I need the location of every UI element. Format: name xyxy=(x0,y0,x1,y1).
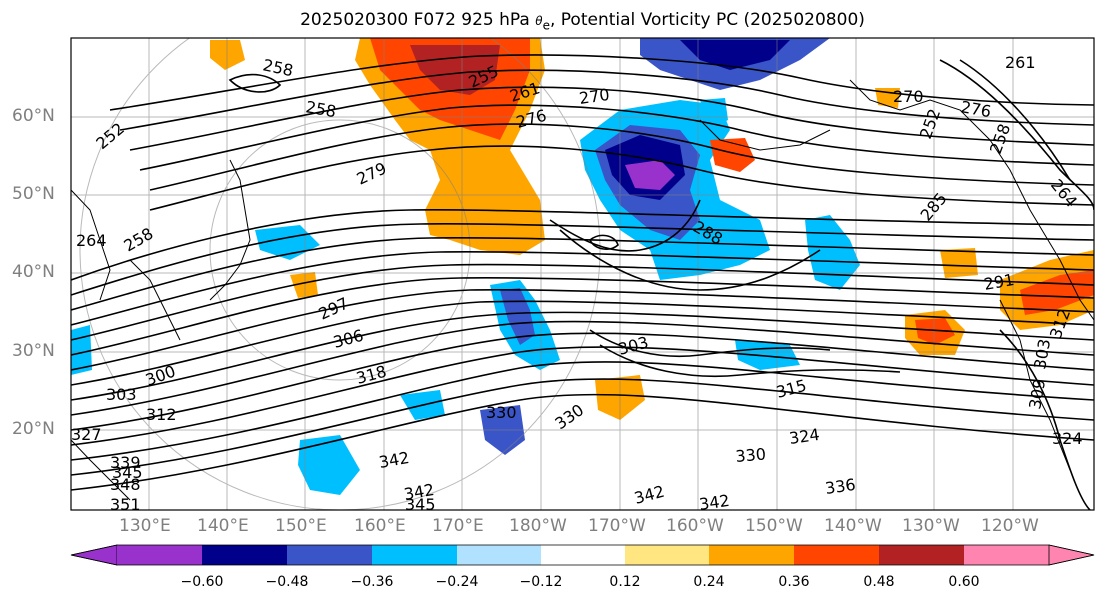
colorbar-tick-label: −0.12 xyxy=(519,574,563,590)
colorbar-tick-label: 0.24 xyxy=(693,574,725,590)
contour-label: 327 xyxy=(71,425,102,444)
title-theta-sub: e xyxy=(542,18,550,33)
lat-label: 60°N xyxy=(12,106,55,126)
title-prefix: 2025020300 F072 925 hPa xyxy=(300,10,536,30)
pv-positive-small2 xyxy=(290,272,318,298)
pv-positive-max xyxy=(410,45,500,95)
colorbar-outline xyxy=(70,544,1095,566)
lat-label: 20°N xyxy=(12,419,55,439)
lat-label: 50°N xyxy=(12,184,55,204)
lon-label: 180°W xyxy=(509,516,567,536)
contour-label: 312 xyxy=(146,405,177,424)
contour-label: 345 xyxy=(405,495,436,514)
lat-label: 30°N xyxy=(12,341,55,361)
colorbar-tick-label: −0.60 xyxy=(180,574,224,590)
lon-label: 130°W xyxy=(902,516,960,536)
lon-label: 130°E xyxy=(119,516,171,536)
pv-negative-alaska xyxy=(700,98,728,130)
pv-positive-alaska xyxy=(710,138,755,172)
colorbar xyxy=(70,544,1095,566)
lon-label: 150°W xyxy=(745,516,803,536)
lon-label: 170°W xyxy=(588,516,646,536)
colorbar-swatch xyxy=(709,545,794,565)
colorbar-swatch xyxy=(541,545,625,565)
contour-label: 348 xyxy=(110,475,141,494)
contour-label: 330 xyxy=(486,403,517,422)
pv-shading xyxy=(71,38,1094,495)
map-background xyxy=(71,38,1094,510)
pv-negative-north-core xyxy=(680,40,790,70)
contour-label: 330 xyxy=(735,444,767,466)
map-frame xyxy=(70,37,1095,511)
pv-positive-coast-core xyxy=(1020,270,1094,315)
contour-label: 324 xyxy=(1052,429,1083,448)
pv-positive-east-core xyxy=(915,318,955,345)
colorbar-swatch xyxy=(625,545,709,565)
pv-negative-east xyxy=(805,215,860,290)
pv-negative-west-edge xyxy=(71,325,92,375)
pv-positive-patch xyxy=(940,248,978,278)
colorbar-swatch xyxy=(794,545,879,565)
colorbar-tick-label: −0.24 xyxy=(435,574,479,590)
pv-negative-mid-core xyxy=(500,288,535,345)
contour-label: 342 xyxy=(698,491,731,514)
colorbar-tick-label: 0.36 xyxy=(778,574,810,590)
title-suffix: , Potential Vorticity PC (2025020800) xyxy=(549,10,865,30)
contour-label: 351 xyxy=(110,495,141,514)
lat-label: 40°N xyxy=(12,262,55,282)
contour-label: 345 xyxy=(112,463,143,482)
contour-label: 324 xyxy=(788,425,821,448)
lon-label: 160°E xyxy=(354,516,406,536)
colorbar-swatch xyxy=(117,545,202,565)
colorbar-swatch xyxy=(287,545,372,565)
contour-label: 270 xyxy=(578,85,611,108)
colorbar-swatch xyxy=(457,545,541,565)
contour-label: 303 xyxy=(106,385,137,404)
colorbar-swatch xyxy=(372,545,457,565)
coastlines xyxy=(71,79,1094,501)
colorbar-extend-min xyxy=(70,544,118,566)
contour-label: 270 xyxy=(893,87,924,106)
contour-label: 264 xyxy=(76,231,107,250)
colorbar-tick-label: 0.12 xyxy=(609,574,641,590)
colorbar-swatch xyxy=(879,545,964,565)
colorbar-tick-label: −0.48 xyxy=(265,574,309,590)
pv-negative-sw xyxy=(298,435,360,495)
contour-label: 336 xyxy=(824,475,857,498)
lon-label: 160°W xyxy=(666,516,724,536)
lon-label: 120°W xyxy=(981,516,1039,536)
theta-e-contours xyxy=(71,54,1094,510)
colorbar-tick-label: −0.36 xyxy=(350,574,394,590)
colorbar-extend-max xyxy=(1048,544,1095,566)
lon-label: 140°E xyxy=(197,516,249,536)
map-title: 2025020300 F072 925 hPa θe, Potential Vo… xyxy=(0,10,1105,32)
contour-label: 261 xyxy=(1005,53,1036,72)
lon-label: 150°E xyxy=(275,516,327,536)
colorbar-tick-label: 0.48 xyxy=(863,574,895,590)
pv-negative-max xyxy=(625,160,675,190)
colorbar-tick-label: 0.60 xyxy=(948,574,980,590)
title-theta: θ xyxy=(535,14,543,28)
lon-label: 170°E xyxy=(432,516,484,536)
lon-label: 140°W xyxy=(824,516,882,536)
contour-label: 339 xyxy=(110,453,141,472)
colorbar-swatch xyxy=(964,545,1049,565)
colorbar-swatch xyxy=(202,545,287,565)
